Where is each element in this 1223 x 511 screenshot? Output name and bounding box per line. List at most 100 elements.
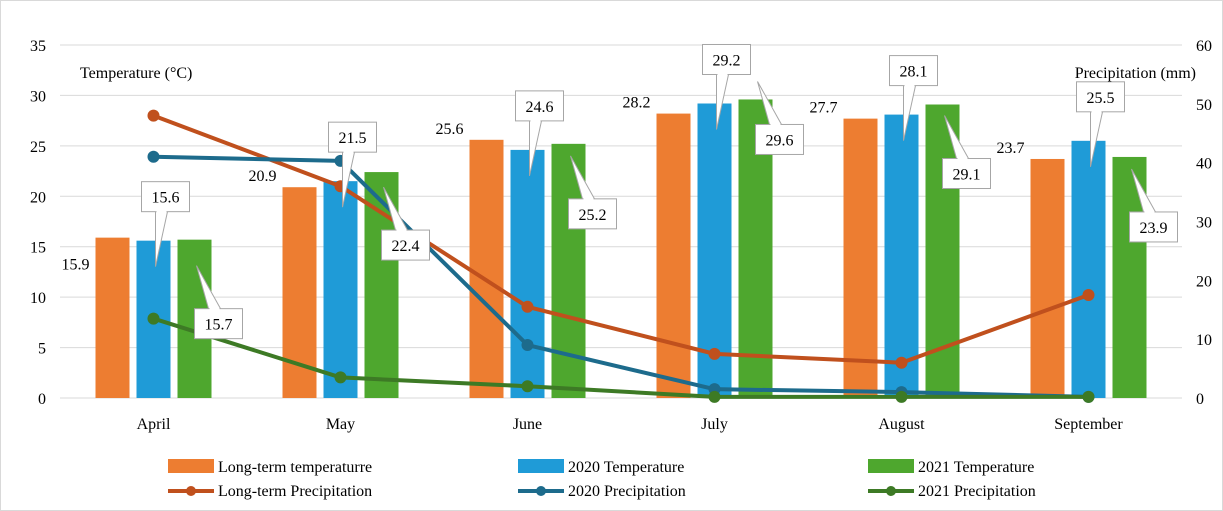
right-tick-label: 20 bbox=[1196, 273, 1212, 290]
data-label: 25.6 bbox=[436, 121, 464, 138]
left-tick-label: 35 bbox=[30, 38, 46, 55]
data-label: 15.7 bbox=[205, 317, 233, 334]
data-label-callout: 29.1 bbox=[942, 115, 991, 190]
left-axis-title: Temperature (°C) bbox=[80, 65, 192, 82]
legend-label: Long-term Precipitation bbox=[218, 483, 372, 500]
data-label-callout: 25.2 bbox=[568, 155, 617, 230]
precipitation-point bbox=[708, 347, 721, 360]
left-tick-label: 10 bbox=[30, 290, 46, 307]
data-label: 29.1 bbox=[953, 167, 981, 184]
x-tick-label: September bbox=[1054, 416, 1123, 433]
precipitation-point bbox=[521, 339, 534, 352]
right-tick-label: 30 bbox=[1196, 215, 1212, 232]
bar bbox=[656, 113, 691, 398]
precipitation-point bbox=[521, 300, 534, 313]
data-label: 21.5 bbox=[339, 130, 367, 147]
right-tick-label: 50 bbox=[1196, 97, 1212, 114]
right-tick-label: 10 bbox=[1196, 332, 1212, 349]
x-tick-label: July bbox=[701, 416, 728, 433]
callout-box bbox=[328, 121, 377, 153]
precipitation-lines bbox=[147, 109, 1095, 403]
left-tick-label: 0 bbox=[38, 391, 46, 408]
bar bbox=[469, 139, 504, 398]
precipitation-line bbox=[153, 154, 1089, 399]
precipitation-point bbox=[1082, 289, 1095, 302]
bar bbox=[884, 114, 919, 398]
right-axis-title: Precipitation (mm) bbox=[1075, 65, 1196, 82]
data-label: 24.6 bbox=[526, 99, 554, 116]
legend: Long-term temperaturre 2020 Temperature 20… bbox=[168, 459, 1036, 500]
legend-label: Long-term temperaturre bbox=[218, 459, 372, 476]
precipitation-point bbox=[708, 390, 721, 403]
axes: Temperature (°C) Precipitation (mm) 0 5 10… bbox=[30, 38, 1212, 433]
data-label-callout: 29.6 bbox=[755, 81, 804, 155]
bar bbox=[843, 118, 878, 398]
data-label: 27.7 bbox=[810, 100, 838, 117]
data-label-callout: 29.2 bbox=[702, 43, 751, 130]
data-label-callout: 15.7 bbox=[194, 265, 243, 340]
callout-box bbox=[1129, 211, 1178, 243]
left-tick-label: 5 bbox=[38, 341, 46, 358]
data-label: 23.7 bbox=[997, 140, 1025, 157]
data-label: 15.6 bbox=[152, 190, 180, 207]
data-label-callout: 25.5 bbox=[1076, 81, 1125, 167]
bar bbox=[95, 237, 130, 398]
precipitation-point bbox=[147, 150, 160, 163]
legend-marker bbox=[536, 486, 546, 496]
data-label: 29.2 bbox=[713, 52, 741, 69]
data-label-callout: 24.6 bbox=[515, 90, 564, 176]
precipitation-point bbox=[334, 371, 347, 384]
legend-label: 2020 Temperature bbox=[568, 459, 684, 476]
bar bbox=[1071, 140, 1106, 399]
right-tick-label: 0 bbox=[1196, 391, 1204, 408]
data-labels: 15.9 20.9 25.6 28.2 27.7 23.7 15.6 21.5 24.6 29.2… bbox=[62, 43, 1178, 340]
x-tick-label: August bbox=[878, 416, 925, 433]
precipitation-point bbox=[147, 312, 160, 325]
data-label: 15.9 bbox=[62, 257, 90, 274]
bar bbox=[323, 181, 358, 398]
bars bbox=[95, 99, 1147, 399]
data-label: 28.1 bbox=[900, 64, 928, 81]
callout-box bbox=[515, 90, 564, 122]
precipitation-line bbox=[152, 316, 1089, 399]
right-tick-label: 60 bbox=[1196, 38, 1212, 55]
data-label: 28.2 bbox=[623, 95, 651, 112]
data-label: 20.9 bbox=[249, 168, 277, 185]
right-tick-label: 40 bbox=[1196, 156, 1212, 173]
data-label-callout: 22.4 bbox=[381, 186, 430, 261]
left-tick-label: 20 bbox=[30, 189, 46, 206]
precipitation-point bbox=[1082, 390, 1095, 403]
callout-box bbox=[755, 123, 804, 155]
precipitation-line bbox=[152, 113, 1090, 365]
legend-marker bbox=[886, 486, 896, 496]
legend-label: 2021 Precipitation bbox=[918, 483, 1036, 500]
left-tick-label: 30 bbox=[30, 88, 46, 105]
data-label: 22.4 bbox=[392, 238, 420, 255]
data-label-callout: 23.9 bbox=[1129, 168, 1178, 243]
x-tick-label: April bbox=[137, 416, 171, 433]
x-tick-label: June bbox=[513, 416, 542, 433]
precipitation-point bbox=[895, 356, 908, 369]
left-tick-label: 25 bbox=[30, 139, 46, 156]
bar bbox=[1030, 158, 1065, 398]
data-label-callout: 15.6 bbox=[141, 181, 190, 267]
bar bbox=[510, 149, 545, 398]
legend-swatch bbox=[518, 459, 564, 473]
legend-marker bbox=[186, 486, 196, 496]
callout-box bbox=[194, 308, 243, 340]
legend-label: 2020 Precipitation bbox=[568, 483, 686, 500]
data-label-callout: 21.5 bbox=[328, 121, 377, 208]
left-tick-label: 15 bbox=[30, 240, 46, 257]
legend-swatch bbox=[868, 459, 914, 473]
legend-swatch bbox=[168, 459, 214, 473]
legend-label: 2021 Temperature bbox=[918, 459, 1034, 476]
data-label: 23.9 bbox=[1140, 220, 1168, 237]
data-label: 29.6 bbox=[766, 132, 794, 149]
data-label-callout: 28.1 bbox=[889, 55, 938, 141]
callout-box bbox=[381, 229, 430, 261]
precipitation-point bbox=[895, 390, 908, 403]
precipitation-point bbox=[147, 109, 160, 122]
x-tick-label: May bbox=[326, 416, 355, 433]
